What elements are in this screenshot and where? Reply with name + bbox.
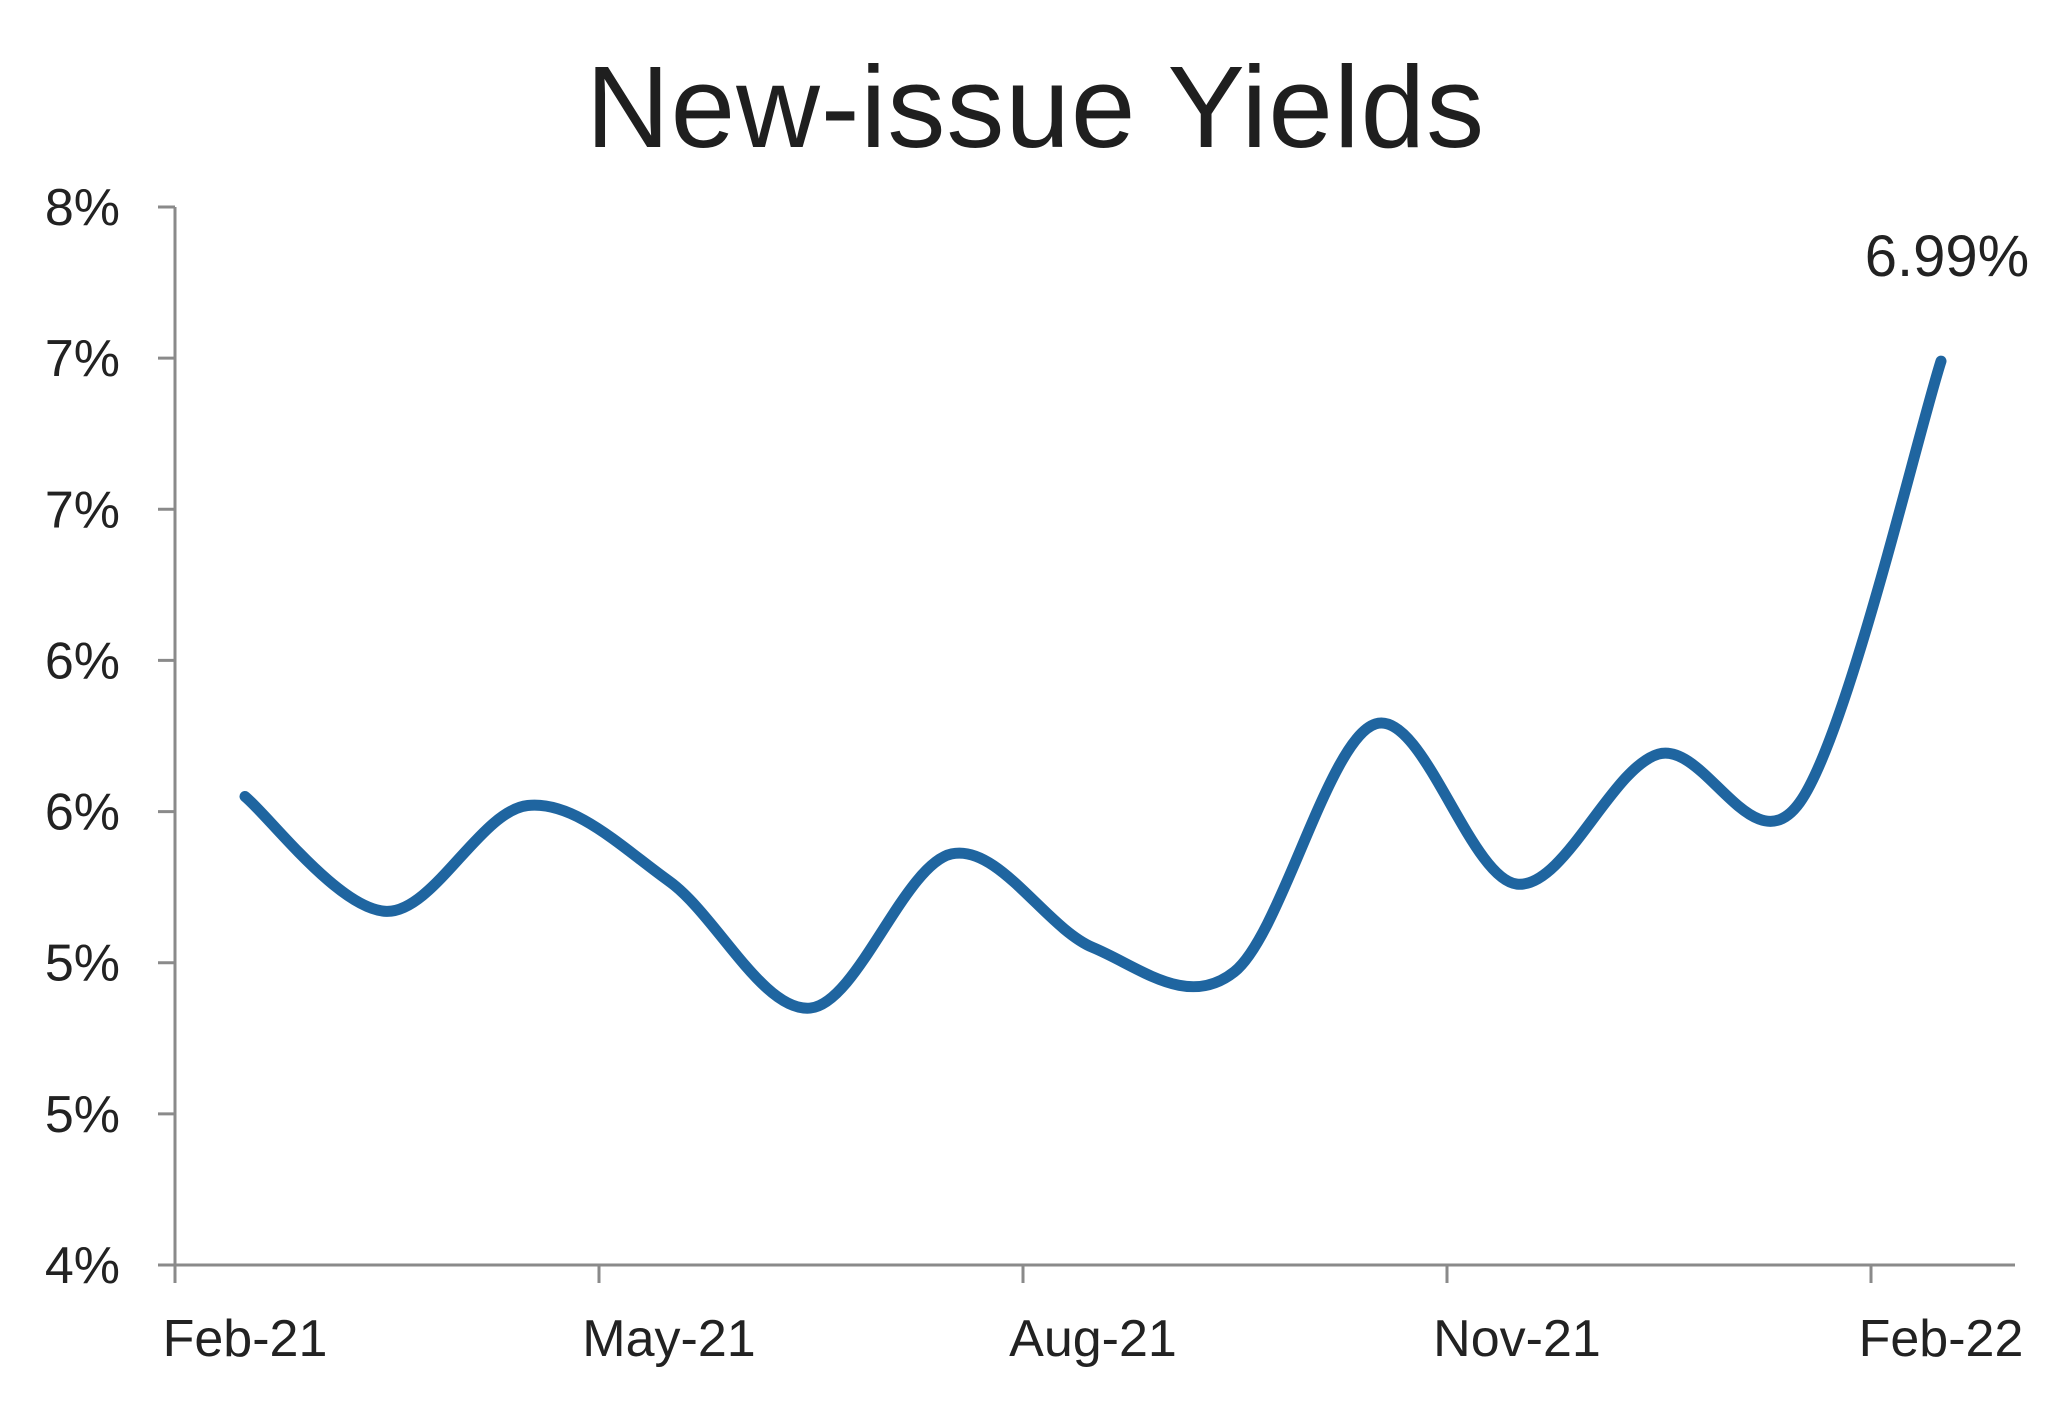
chart-title: New-issue Yields xyxy=(585,42,1486,172)
x-tick-label: Feb-21 xyxy=(163,1310,328,1368)
series-line xyxy=(239,355,1947,1014)
x-tick-label: Aug-21 xyxy=(1009,1310,1177,1368)
data-label: 6.99% xyxy=(1865,224,2029,289)
x-tick-label: Nov-21 xyxy=(1433,1310,1601,1368)
y-tick-label: 5% xyxy=(45,1086,120,1144)
y-tick-label: 4% xyxy=(45,1237,120,1295)
series-group xyxy=(239,355,1947,1014)
data-labels: 6.99% xyxy=(1865,224,2029,289)
chart-axes xyxy=(173,207,2015,1267)
y-tick-label: 8% xyxy=(45,179,120,237)
y-tick-label: 5% xyxy=(45,935,120,993)
y-axis-ticks: 4% 5% 5% 6% 6% 7% 7% 8% xyxy=(45,179,175,1295)
y-tick-label: 7% xyxy=(45,330,120,388)
y-tick-label: 6% xyxy=(45,784,120,842)
x-tick-label: Feb-22 xyxy=(1859,1310,2024,1368)
x-axis-ticks: Feb-21 May-21 Aug-21 Nov-21 Feb-22 xyxy=(163,1265,2024,1368)
y-tick-label: 7% xyxy=(45,481,120,539)
x-tick-label: May-21 xyxy=(582,1310,755,1368)
y-tick-label: 6% xyxy=(45,632,120,690)
